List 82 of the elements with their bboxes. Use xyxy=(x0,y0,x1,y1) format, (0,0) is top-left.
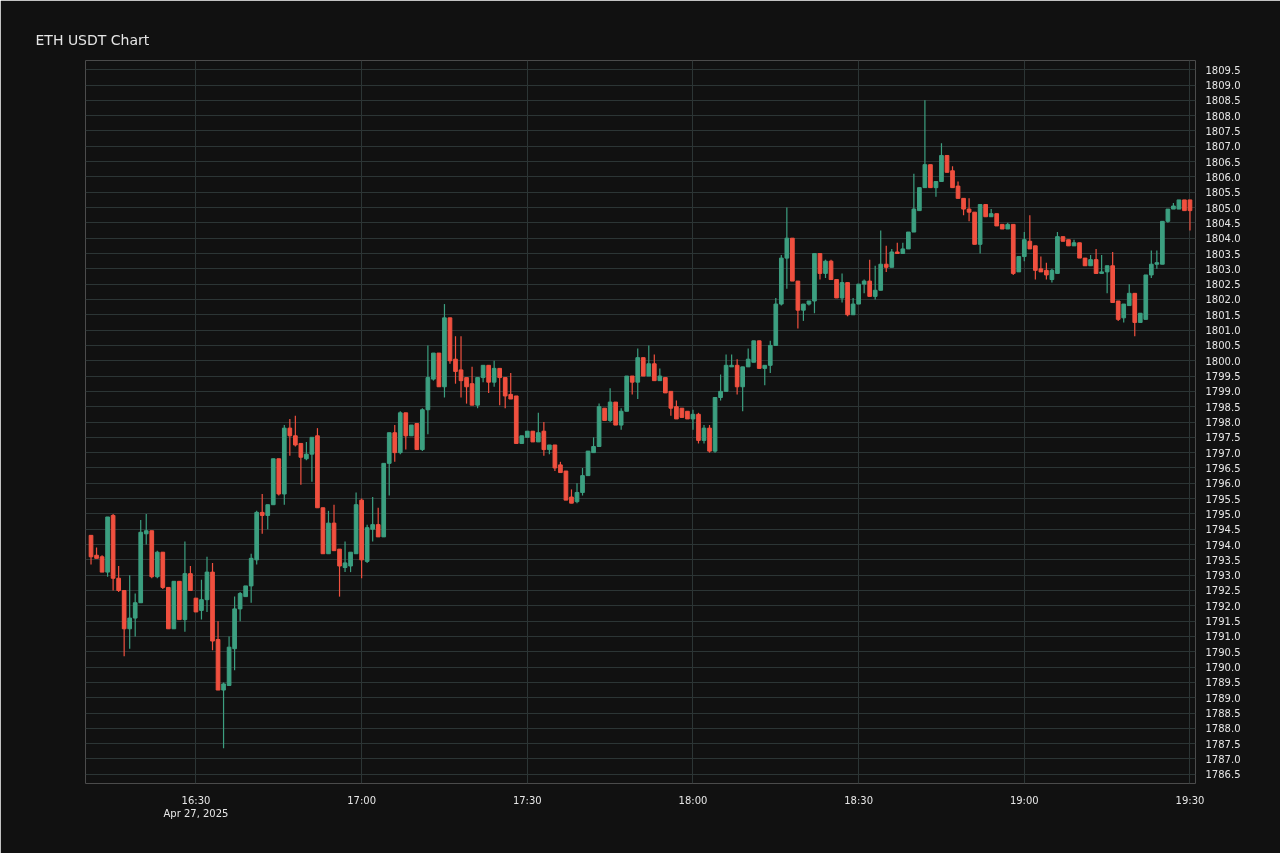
y-tick-label: 1789.5 xyxy=(1205,677,1241,689)
candlestick xyxy=(817,252,823,281)
y-tick-label: 1794.5 xyxy=(1205,524,1241,536)
y-tick-label: 1802.5 xyxy=(1205,279,1241,291)
y-tick-label: 1804.5 xyxy=(1205,217,1241,229)
candlestick xyxy=(928,164,933,189)
y-tick-label: 1798.0 xyxy=(1205,417,1241,428)
y-tick-label: 1793.5 xyxy=(1205,554,1241,566)
x-tick-label: 18:00 xyxy=(678,794,708,806)
y-tick-label: 1788.0 xyxy=(1205,723,1241,735)
candlestick xyxy=(640,357,646,377)
candlestick xyxy=(613,401,618,426)
y-tick-label: 1789.0 xyxy=(1205,692,1241,704)
x-tick-label: 17:30 xyxy=(512,794,542,806)
candlestick xyxy=(889,248,895,268)
candlestick xyxy=(392,424,398,463)
x-tick-label: 19:00 xyxy=(1009,794,1039,806)
candlestick xyxy=(607,387,613,423)
x-tick-label: 18:30 xyxy=(844,794,874,806)
candlestick xyxy=(375,507,381,538)
y-tick-label: 1807.0 xyxy=(1205,141,1241,153)
candlestick xyxy=(651,354,657,382)
y-tick-label: 1787.0 xyxy=(1205,753,1241,765)
y-tick-label: 1790.5 xyxy=(1205,646,1241,658)
y-tick-label: 1792.5 xyxy=(1205,585,1241,597)
candlestick xyxy=(541,421,547,457)
candlestick xyxy=(701,424,707,445)
candlestick xyxy=(646,344,652,377)
y-tick-label: 1798.5 xyxy=(1205,401,1241,413)
candlestick xyxy=(1093,248,1099,275)
candlestick xyxy=(839,272,845,304)
x-tick-label: 17:00 xyxy=(347,794,377,806)
y-tick-label: 1795.5 xyxy=(1205,493,1241,505)
y-tick-label: 1799.5 xyxy=(1205,371,1241,383)
y-tick-label: 1806.0 xyxy=(1205,171,1241,183)
y-tick-label: 1797.0 xyxy=(1205,447,1241,459)
candlestick xyxy=(707,424,712,454)
y-tick-label: 1801.5 xyxy=(1205,309,1241,321)
y-tick-label: 1805.0 xyxy=(1205,202,1241,214)
y-tick-label: 1807.5 xyxy=(1205,125,1241,137)
candlestick xyxy=(867,259,873,297)
candlestick xyxy=(486,364,491,394)
candlestick xyxy=(734,358,740,396)
y-tick-label: 1801.0 xyxy=(1205,325,1241,337)
candlestick xyxy=(883,245,889,273)
y-tick-label: 1794.0 xyxy=(1205,539,1241,551)
candlestick xyxy=(690,409,696,431)
x-tick-label: 16:30 Apr 27, 2025 xyxy=(163,794,229,819)
x-tick-label: 19:30 xyxy=(1175,794,1205,806)
y-tick-label: 1804.0 xyxy=(1205,233,1241,245)
y-tick-label: 1799.0 xyxy=(1205,386,1241,398)
y-tick-label: 1786.5 xyxy=(1205,769,1241,781)
y-tick-label: 1788.5 xyxy=(1205,708,1241,720)
y-tick-label: 1797.5 xyxy=(1205,432,1241,444)
y-tick-label: 1790.0 xyxy=(1205,662,1241,674)
candlestick xyxy=(629,375,635,396)
candlestick xyxy=(823,259,828,279)
y-tick-label: 1796.5 xyxy=(1205,462,1241,474)
y-tick-label: 1808.5 xyxy=(1205,95,1241,107)
y-tick-label: 1800.0 xyxy=(1205,355,1241,367)
y-tick-label: 1809.0 xyxy=(1205,80,1241,92)
y-tick-label: 1792.0 xyxy=(1205,600,1241,612)
y-tick-label: 1806.5 xyxy=(1205,156,1241,168)
y-tick-label: 1808.0 xyxy=(1205,110,1241,122)
candlestick xyxy=(259,493,265,535)
y-tick-label: 1796.0 xyxy=(1205,478,1241,490)
y-tick-label: 1787.5 xyxy=(1205,738,1241,750)
y-tick-label: 1795.0 xyxy=(1205,508,1241,520)
candlestick xyxy=(188,565,193,592)
candlestick xyxy=(403,412,409,451)
candlestick xyxy=(535,412,541,443)
y-tick-label: 1803.5 xyxy=(1205,248,1241,260)
y-tick-label: 1800.5 xyxy=(1205,340,1241,352)
candlestick xyxy=(491,360,497,388)
y-tick-label: 1791.5 xyxy=(1205,616,1241,628)
y-tick-label: 1793.0 xyxy=(1205,570,1241,582)
y-tick-label: 1805.5 xyxy=(1205,187,1241,199)
y-tick-label: 1809.5 xyxy=(1205,64,1241,76)
chart-title: ETH USDT Chart xyxy=(35,32,150,48)
y-tick-label: 1802.0 xyxy=(1205,294,1241,306)
y-tick-label: 1791.0 xyxy=(1205,631,1241,643)
y-tick-label: 1803.0 xyxy=(1205,263,1241,275)
